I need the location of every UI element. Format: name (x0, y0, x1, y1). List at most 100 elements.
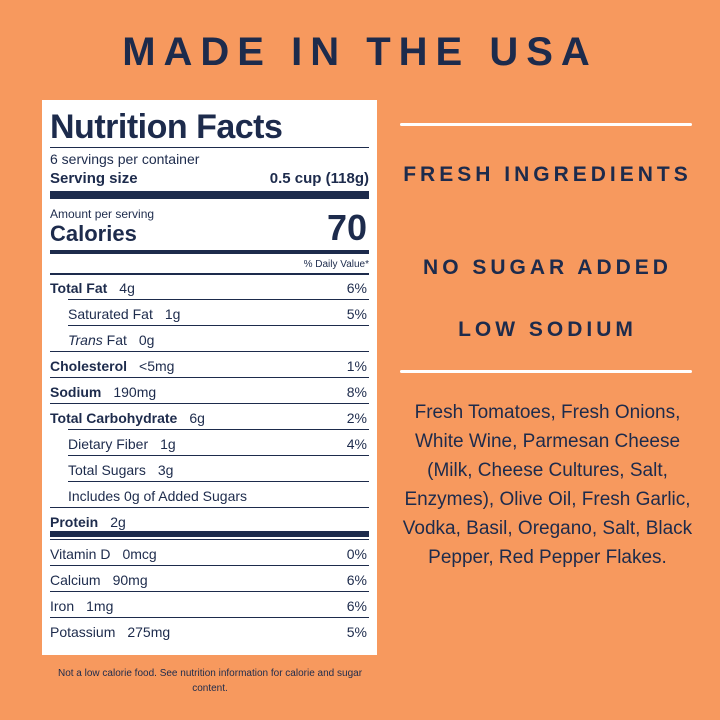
daily-value: 6% (346, 280, 367, 296)
serving-size-label: Serving size (50, 170, 138, 187)
rule (50, 147, 369, 148)
nutrient-row: Trans Fat 0g (68, 333, 154, 347)
nutrient-name: Saturated Fat (68, 307, 153, 321)
nutrient-row: Potassium 275mg (50, 625, 170, 639)
rule (50, 507, 369, 508)
label-title: Nutrition Facts (50, 108, 283, 146)
nutrient-row: Includes 0g of Added Sugars (68, 489, 247, 503)
rule (50, 617, 369, 618)
rule (68, 429, 369, 430)
nutrient-row: Iron 1mg (50, 599, 113, 613)
nutrient-row: Vitamin D 0mcg (50, 547, 157, 561)
calories: 70 (326, 207, 367, 248)
nutrient-name: Trans Fat (68, 333, 127, 347)
rule (50, 273, 369, 275)
nutrient-name-text: Sodium (50, 384, 102, 400)
nutrient-row: Calcium 90mg (50, 573, 148, 587)
nutrient-amount: 90mg (112, 572, 148, 588)
rule (50, 531, 369, 537)
ingredient-line: Pepper, Red Pepper Flakes. (428, 547, 667, 568)
nutrient-row: Protein 2g (50, 515, 126, 529)
nutrient-amount: 275mg (127, 624, 171, 640)
nutrient-name-text: Vitamin D (50, 546, 111, 562)
daily-value: 4% (346, 436, 367, 452)
nutrient-row: Total Sugars 3g (68, 463, 173, 477)
rule (50, 539, 369, 540)
nutrient-name-text: Calcium (50, 572, 101, 588)
nutrient-amount: 1mg (86, 598, 114, 614)
rule (68, 299, 369, 300)
footnote: Not a low calorie food. See nutrition in… (57, 668, 363, 694)
nutrient-name-text: Saturated Fat (68, 306, 153, 322)
nutrient-amount: 1g (160, 436, 176, 452)
daily-value: 0% (346, 546, 367, 562)
claim: LOW SODIUM (458, 318, 637, 341)
nutrient-amount: 2g (110, 514, 126, 530)
claim: NO SUGAR ADDED (423, 256, 672, 279)
daily-value: 1% (346, 358, 367, 374)
nutrition-label: Nutrition Facts 6 servings per container… (42, 100, 377, 655)
nutrient-amount: 0g (138, 332, 155, 348)
nutrient-name: Calcium (50, 573, 101, 587)
ingredient-line: Vodka, Basil, Oregano, Salt, Black (402, 518, 693, 539)
daily-value: 8% (346, 384, 367, 400)
serving-size: 0.5 cup (118g) (269, 170, 369, 187)
rule (68, 325, 369, 326)
daily-value: 5% (346, 624, 367, 640)
daily-value: 5% (346, 306, 367, 322)
nutrient-name: Protein (50, 515, 98, 529)
nutrient-amount: 1g (164, 306, 181, 322)
ingredient-line: Fresh Tomatoes, Fresh Onions, (414, 402, 681, 423)
servings: 6 servings per container (50, 151, 200, 167)
nutrient-name-text: Total Carbohydrate (50, 410, 178, 426)
ingredient-line: White Wine, Parmesan Cheese (414, 431, 681, 452)
nutrient-amount: 6g (189, 410, 205, 426)
rule (68, 455, 369, 456)
nutrient-name: Total Sugars (68, 463, 146, 477)
daily-value: 6% (346, 572, 367, 588)
nutrient-amount: 4g (119, 280, 135, 296)
rule (50, 351, 369, 352)
nutrient-name: Dietary Fiber (68, 437, 148, 451)
amount-per-serving: Amount per serving (50, 207, 155, 221)
nutrient-name-italic: Trans (68, 332, 103, 348)
nutrient-name: Total Carbohydrate (50, 411, 177, 425)
ingredient-line: (Milk, Cheese Cultures, Salt, (427, 460, 668, 481)
daily-value: 6% (346, 598, 367, 614)
claim: FRESH INGREDIENTS (403, 163, 692, 186)
nutrient-name-text: Potassium (50, 624, 116, 640)
nutrient-name-text: Total Sugars (68, 462, 146, 478)
nutrient-name-text: Cholesterol (50, 358, 128, 374)
nutrient-name: Potassium (50, 625, 115, 639)
headline: MADE IN THE USA (122, 30, 598, 74)
nutrient-amount: <5mg (139, 358, 175, 374)
nutrient-name: Includes 0g of Added Sugars (68, 489, 247, 503)
nutrient-name: Vitamin D (50, 547, 110, 561)
nutrient-name-text: Iron (50, 598, 75, 614)
rule (68, 481, 369, 482)
nutrient-name: Iron (50, 599, 74, 613)
daily-value-header: % Daily Value* (303, 259, 369, 270)
nutrient-name-text: Total Fat (50, 280, 108, 296)
nutrient-name-text: Dietary Fiber (68, 436, 149, 452)
nutrient-row: Saturated Fat 1g (68, 307, 180, 321)
nutrient-row: Total Fat 4g (50, 281, 135, 295)
ingredient-line: Enzymes), Olive Oil, Fresh Garlic, (404, 489, 691, 510)
nutrient-row: Sodium 190mg (50, 385, 156, 399)
rule (50, 191, 369, 199)
nutrient-name: Cholesterol (50, 359, 127, 373)
nutrient-row: Total Carbohydrate 6g (50, 411, 205, 425)
rule (50, 565, 369, 566)
rule (50, 591, 369, 592)
nutrient-name-text: Includes 0g of Added Sugars (68, 488, 248, 504)
nutrient-amount: 3g (157, 462, 174, 478)
nutrient-name: Sodium (50, 385, 101, 399)
nutrient-name-text: Fat (106, 332, 127, 348)
nutrient-row: Dietary Fiber 1g (68, 437, 176, 451)
nutrient-name-text: Protein (50, 514, 99, 530)
rule (50, 250, 369, 254)
nutrient-amount: 190mg (113, 384, 157, 400)
calories-label: Calories (50, 221, 137, 246)
separator (400, 123, 692, 126)
